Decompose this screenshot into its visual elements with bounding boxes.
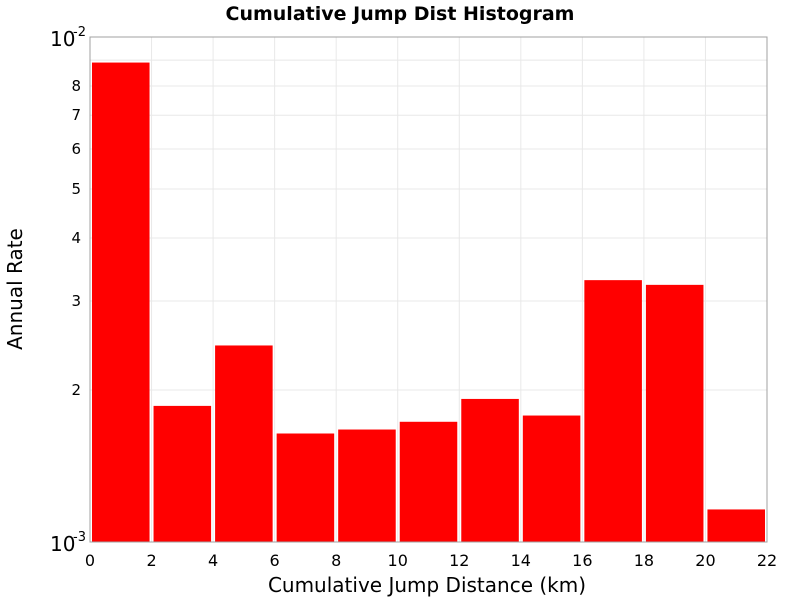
x-tick-label: 10 [388, 551, 408, 570]
x-axis-label: Cumulative Jump Distance (km) [268, 573, 586, 597]
y-major-tick-label: 10-2 [50, 25, 86, 51]
x-tick-label: 12 [449, 551, 469, 570]
y-major-tick-exponent: -3 [73, 530, 86, 545]
x-tick-label: 8 [331, 551, 341, 570]
x-tick-label: 16 [572, 551, 592, 570]
grid-lines [90, 37, 767, 542]
x-tick-labels: 0 2 4 6 8 10 12 14 16 18 20 22 [85, 551, 777, 570]
bar [276, 433, 335, 542]
y-tick-label: 3 [71, 292, 81, 310]
bar [461, 398, 519, 542]
bar [92, 62, 150, 543]
x-tick-label: 18 [634, 551, 654, 570]
x-tick-label: 20 [695, 551, 715, 570]
bar [338, 429, 396, 542]
y-major-tick-base: 10 [50, 532, 75, 556]
bar [153, 405, 212, 542]
plot-frame [89, 36, 768, 543]
y-tick-label: 7 [71, 106, 81, 124]
y-tick-label: 8 [71, 77, 81, 95]
x-tick-label: 22 [757, 551, 777, 570]
y-tick-label: 2 [71, 381, 81, 399]
bar [215, 345, 273, 542]
bar [584, 280, 642, 542]
y-major-tick-base: 10 [50, 27, 75, 51]
y-axis-label: Annual Rate [3, 228, 27, 350]
y-tick-label: 4 [71, 229, 81, 247]
bar [522, 415, 581, 542]
y-tick-label: 5 [71, 180, 81, 198]
chart-title: Cumulative Jump Dist Histogram [226, 3, 575, 25]
x-tick-label: 6 [270, 551, 280, 570]
x-tick-label: 4 [208, 551, 218, 570]
bar [645, 284, 704, 542]
x-tick-label: 2 [146, 551, 156, 570]
y-tick-label: 6 [71, 140, 81, 158]
bar [399, 421, 458, 542]
y-major-tick-exponent: -2 [73, 25, 86, 40]
x-tick-label: 14 [511, 551, 531, 570]
bars [92, 62, 765, 543]
y-major-tick-label: 10-3 [50, 530, 86, 556]
bar [707, 509, 765, 542]
x-tick-label: 0 [85, 551, 95, 570]
